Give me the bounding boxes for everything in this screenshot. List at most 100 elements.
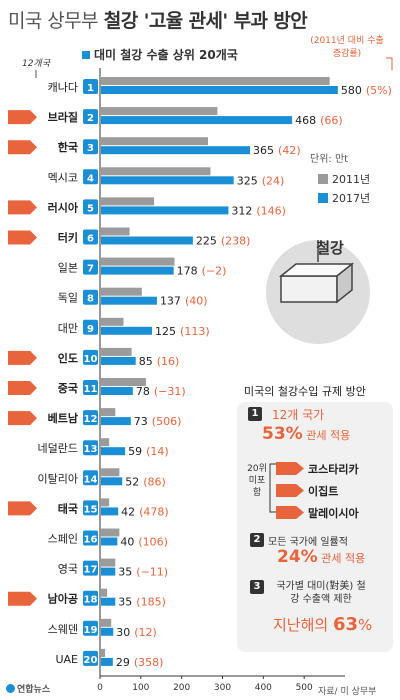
exempt-bracket xyxy=(269,463,276,513)
bar-2017 xyxy=(101,266,174,275)
option-3-pct-unit: % xyxy=(358,616,373,634)
value-label: 30 xyxy=(116,626,130,639)
value-label: 52 xyxy=(125,475,139,488)
option-2-rest: 관세 적용 xyxy=(317,552,366,565)
rank-badge xyxy=(83,229,98,245)
value-label: 325 xyxy=(237,174,258,187)
country-label: UAE xyxy=(55,653,78,666)
exempt-country-egypt: 이집트 xyxy=(308,485,339,498)
option-1-pct: 53 xyxy=(262,424,286,444)
rank-label: 5 xyxy=(87,203,94,214)
bar-2017 xyxy=(101,447,126,456)
costarica-flag xyxy=(276,462,304,475)
logo-text: 연합뉴스 xyxy=(17,685,51,695)
change-label: (66) xyxy=(320,114,343,127)
bar-2017 xyxy=(101,387,133,395)
value-label: 59 xyxy=(128,445,142,458)
country-label: 네덜란드 xyxy=(38,442,78,455)
flag-arrow-icon xyxy=(8,381,37,395)
rank-badge xyxy=(83,349,98,365)
change-label: (−31) xyxy=(154,385,186,398)
option-2-pct: 24 xyxy=(277,547,301,567)
rank-label: 3 xyxy=(87,143,94,154)
change-label: (106) xyxy=(138,536,168,549)
rank-label: 20 xyxy=(84,655,98,666)
flag-arrow-icon xyxy=(8,411,37,426)
x-tick-label: 500 xyxy=(296,683,313,693)
rank-badge xyxy=(83,79,98,94)
value-label: 468 xyxy=(295,114,316,127)
bar-2017 xyxy=(101,627,114,636)
yonhap-logo-icon xyxy=(6,684,15,693)
country-label: 중국 xyxy=(58,382,78,395)
bar-2011 xyxy=(101,137,208,146)
change-label: (40) xyxy=(185,295,208,308)
country-label: 영국 xyxy=(58,563,78,576)
change-label: (16) xyxy=(157,355,180,368)
legend-2017-label: 2017년 xyxy=(332,192,371,205)
exempt-line1: 20위 xyxy=(247,464,267,474)
bar-2011 xyxy=(101,167,211,176)
flag-arrow-icon xyxy=(8,501,37,516)
change-label: (24) xyxy=(262,174,285,187)
legend-2017-swatch xyxy=(318,193,328,203)
yonhap-logo: 연합뉴스 xyxy=(6,682,50,695)
option-1-badge: 1 xyxy=(248,407,262,421)
option-3-pct: 63 xyxy=(332,614,359,635)
rank-label: 11 xyxy=(84,384,98,395)
legend-2017: 2017년 xyxy=(318,190,370,206)
source-label: 자료/ 미 상무부 xyxy=(318,687,377,697)
value-label: 42 xyxy=(121,505,135,518)
country-label: 일본 xyxy=(58,261,78,275)
rank-badge xyxy=(83,380,98,395)
bar-2017 xyxy=(101,206,229,215)
bar-2017 xyxy=(101,417,131,426)
bar-2011 xyxy=(101,648,106,657)
change-label: (113) xyxy=(180,325,210,338)
bar-2011 xyxy=(101,77,330,85)
bar-2011 xyxy=(101,528,120,537)
flag-arrow-icon xyxy=(8,591,37,606)
x-tick-label: 300 xyxy=(214,683,231,693)
bar-2011 xyxy=(101,558,116,567)
option-1-rest: 관세 적용 xyxy=(302,429,351,442)
value-label: 137 xyxy=(160,295,181,308)
rank-badge xyxy=(83,259,98,275)
value-label: 178 xyxy=(177,265,198,278)
rank-label: 9 xyxy=(87,324,94,335)
rank-label: 18 xyxy=(84,595,98,606)
option-1-pct-unit: % xyxy=(285,424,303,444)
change-label: (185) xyxy=(136,596,166,609)
bar-2017 xyxy=(101,296,157,305)
change-label: (−11) xyxy=(136,566,168,579)
change-label: (14) xyxy=(146,445,169,458)
country-label: 베트남 xyxy=(48,411,78,425)
title-prefix: 미국 상무부 xyxy=(8,10,98,32)
bar-2011 xyxy=(101,107,218,116)
country-label: 멕시코 xyxy=(48,171,78,184)
bar-2011 xyxy=(101,498,110,507)
option-2-badge: 2 xyxy=(250,533,264,547)
country-label: 캐나다 xyxy=(48,81,78,94)
change-label: (238) xyxy=(221,235,251,248)
country-label: 스웨덴 xyxy=(48,623,78,636)
rank-label: 17 xyxy=(84,565,98,576)
change-label: (42) xyxy=(278,144,301,157)
rank-badge xyxy=(83,620,98,636)
rank-label: 12 xyxy=(84,414,98,425)
bar-2011 xyxy=(101,227,130,236)
bar-2017 xyxy=(101,236,193,245)
exempt-line2: 미포함 xyxy=(248,476,266,498)
flag-arrow-icon xyxy=(8,140,37,155)
bar-2011 xyxy=(101,468,120,477)
option-3-line1: 국가별 대미(對美) 철강 수출액 제한 xyxy=(276,581,366,605)
change-label: (5%) xyxy=(366,84,392,97)
legend-2011-label: 2011년 xyxy=(332,173,371,186)
bar-2011 xyxy=(101,317,124,326)
rank-badge xyxy=(83,440,98,456)
unit-label: 단위: 만t xyxy=(310,154,349,165)
steel-beam-icon xyxy=(280,275,338,303)
value-label: 125 xyxy=(155,325,176,338)
bar-2011 xyxy=(101,408,116,417)
bar-2011 xyxy=(101,287,142,296)
